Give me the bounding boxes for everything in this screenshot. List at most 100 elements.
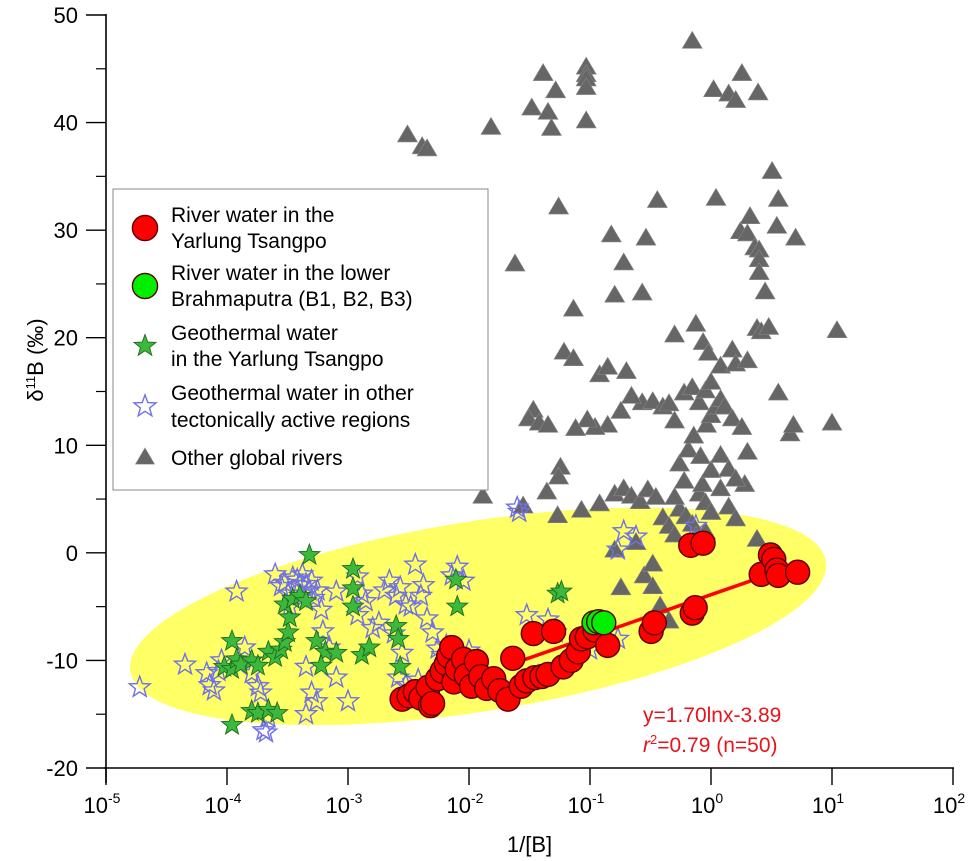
- data-point: [784, 559, 811, 585]
- data-point: [611, 518, 637, 542]
- data-point: [396, 124, 418, 143]
- data-point: [304, 628, 329, 652]
- data-point: [721, 408, 743, 427]
- regression-annotation: y=1.70lnx-3.89 r2=0.79 (n=50): [643, 704, 781, 757]
- data-point: [642, 391, 664, 410]
- data-point: [683, 425, 705, 444]
- data-point: [201, 677, 227, 702]
- data-point: [366, 609, 392, 634]
- data-point: [360, 615, 386, 639]
- data-point: [718, 496, 740, 515]
- r2-sup: 2: [650, 732, 657, 747]
- regression-line: [504, 573, 768, 668]
- data-point: [739, 206, 761, 224]
- data-point: [308, 596, 334, 621]
- legend-label: tectonically active regions: [171, 409, 410, 432]
- axes: -20 -10 0 10 20 30 40 50 10-5 10-4 10-3 10-2 10-1 100…: [23, 3, 965, 857]
- data-point: [553, 341, 575, 360]
- data-point: [532, 63, 554, 81]
- data-point: [324, 640, 348, 663]
- data-point: [710, 355, 732, 374]
- data-point: [278, 605, 302, 628]
- data-point: [681, 30, 703, 49]
- y-tick-label: -20: [46, 756, 78, 781]
- data-point: [669, 453, 691, 472]
- data-point: [323, 664, 349, 689]
- legend-box: [112, 188, 489, 491]
- data-point: [746, 528, 768, 547]
- data-point: [677, 439, 699, 458]
- data-point: [642, 576, 664, 595]
- data-point: [576, 409, 598, 428]
- data-point: [714, 396, 736, 415]
- data-point: [341, 576, 365, 599]
- data-point: [172, 651, 198, 676]
- data-point: [646, 189, 668, 208]
- data-point: [504, 253, 526, 272]
- data-point: [353, 588, 378, 612]
- data-point: [696, 414, 718, 433]
- equation-label: y=1.70lnx-3.89: [643, 704, 781, 727]
- data-point: [220, 628, 244, 652]
- data-point: [721, 339, 743, 358]
- data-point: [736, 350, 758, 369]
- data-point: [703, 79, 725, 98]
- data-point: [615, 361, 637, 379]
- data-point: [736, 441, 758, 460]
- legend-label: Geothermal water in other: [171, 382, 414, 405]
- data-point: [613, 252, 635, 271]
- data-point: [575, 110, 597, 129]
- data-point: [414, 605, 440, 630]
- legend-label: River water in the lower: [171, 262, 390, 285]
- y-tick-label: 20: [54, 326, 78, 351]
- data-point: [700, 371, 722, 390]
- data-point: [821, 412, 843, 431]
- data-point: [691, 473, 713, 492]
- data-point: [641, 610, 668, 636]
- data-point: [521, 97, 543, 116]
- data-point: [785, 227, 807, 246]
- data-point: [251, 717, 276, 741]
- x-tick-label: 10-1: [568, 790, 605, 818]
- data-point: [562, 348, 584, 366]
- legend-item: River water in the lower Brahmaputra (B1,…: [131, 262, 413, 311]
- data-point: [472, 485, 494, 504]
- legend-marker-triangle: [134, 447, 156, 465]
- legend-label: in the Yarlung Tsangpo: [171, 348, 384, 371]
- data-point: [629, 491, 651, 510]
- data-point: [297, 542, 322, 565]
- data-point: [758, 316, 780, 335]
- data-point: [710, 478, 732, 497]
- data-point: [411, 572, 436, 596]
- data-point: [725, 468, 747, 487]
- data-point: [248, 679, 274, 704]
- data-point: [445, 594, 469, 617]
- data-point: [631, 282, 653, 301]
- data-point: [444, 567, 468, 590]
- data-point: [591, 610, 617, 636]
- data-point: [761, 160, 783, 179]
- data-point: [545, 80, 567, 99]
- y-tick-label: 0: [66, 541, 78, 566]
- data-point: [688, 392, 710, 411]
- data-point: [402, 551, 428, 576]
- data-point: [731, 416, 753, 435]
- legend-marker-filled-star: [132, 333, 158, 357]
- data-point: [642, 553, 664, 572]
- data-point: [197, 672, 223, 696]
- data-point: [673, 470, 695, 489]
- data-point: [681, 377, 703, 396]
- data-point: [685, 313, 707, 332]
- y-axis-title: δ11B (‰): [23, 318, 48, 401]
- data-point: [664, 486, 686, 505]
- data-point: [767, 188, 789, 207]
- data-point: [272, 569, 298, 594]
- series-geothermal-water-in-other-tectonically-active-regions: [127, 494, 709, 744]
- data-point: [826, 320, 848, 339]
- data-point: [748, 262, 770, 280]
- data-point: [565, 418, 587, 436]
- data-point: [420, 619, 445, 644]
- data-point: [605, 536, 631, 561]
- series-river-water-in-the-yarlung-tsangpo: [389, 530, 811, 719]
